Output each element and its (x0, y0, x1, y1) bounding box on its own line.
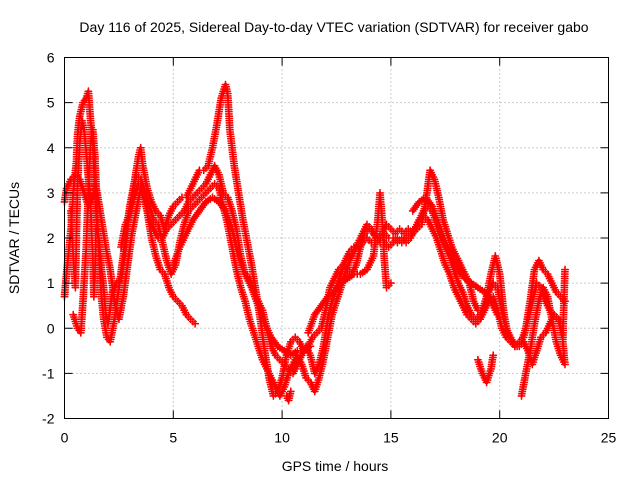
y-tick-label: 0 (47, 320, 55, 336)
chart-title: Day 116 of 2025, Sidereal Day-to-day VTE… (79, 19, 588, 35)
series-markers (408, 193, 502, 319)
y-tick-label: 6 (47, 50, 55, 66)
series-track-4 (67, 116, 101, 301)
series-markers (304, 188, 395, 337)
y-tick-label: 3 (47, 185, 55, 201)
series-markers (67, 116, 101, 301)
x-axis: 0 5 10 15 20 25 (61, 57, 617, 446)
series-track-7 (304, 188, 395, 337)
y-tick-label: 1 (47, 275, 55, 291)
series-markers (282, 387, 295, 405)
y-tick-label: -1 (42, 365, 55, 381)
y-axis-label: SDTVAR / TECUs (6, 182, 22, 294)
series-markers (473, 351, 498, 387)
y-tick-label: 4 (47, 140, 55, 156)
x-tick-label: 10 (274, 430, 290, 446)
series-track-6 (169, 193, 315, 360)
series-track-8 (408, 193, 502, 319)
series-track-11 (282, 387, 295, 405)
y-tick-label: -2 (42, 411, 55, 427)
series-track-5 (117, 179, 200, 328)
series-markers (517, 265, 569, 400)
series-track-9 (473, 351, 498, 387)
x-tick-label: 20 (492, 430, 508, 446)
x-tick-label: 0 (61, 430, 69, 446)
series-track-10 (517, 265, 569, 400)
x-axis-label: GPS time / hours (282, 458, 389, 474)
x-tick-label: 25 (601, 430, 617, 446)
y-axis: -2 -1 0 1 2 3 4 5 6 (42, 50, 609, 427)
series-markers (169, 193, 315, 360)
x-tick-label: 5 (169, 430, 177, 446)
y-tick-label: 5 (47, 95, 55, 111)
y-tick-label: 2 (47, 230, 55, 246)
series-markers (117, 179, 200, 328)
x-tick-label: 15 (383, 430, 399, 446)
